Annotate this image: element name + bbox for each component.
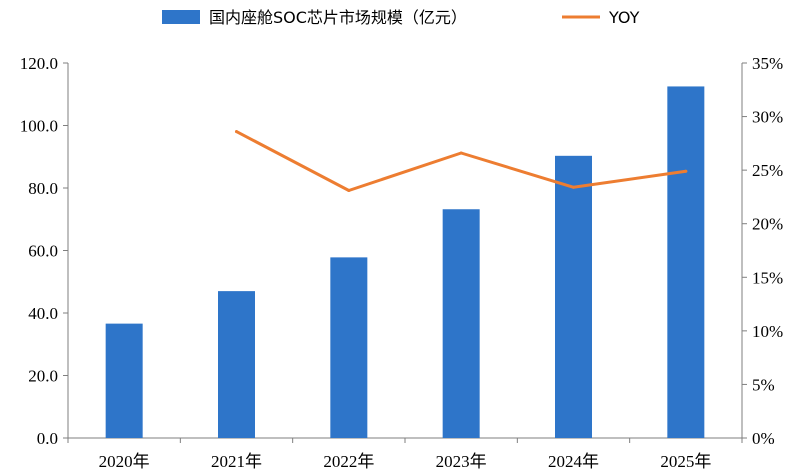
- right-tick-label: 15%: [752, 268, 783, 287]
- legend-bar-label: 国内座舱SOC芯片市场规模（亿元）: [209, 8, 467, 27]
- x-tick-label: 2020年: [99, 452, 150, 471]
- yoy-point: [684, 169, 688, 173]
- bar: [330, 257, 368, 438]
- x-tick-label: 2022年: [323, 452, 374, 471]
- x-tick-label: 2025年: [660, 452, 711, 471]
- left-tick-label: 0.0: [37, 429, 58, 448]
- x-axis: 2020年 2021年 2022年 2023年 2024年 2025年: [67, 437, 743, 471]
- legend-bar-swatch: [162, 10, 200, 24]
- yoy-point: [347, 189, 351, 192]
- yoy-point: [572, 185, 575, 189]
- x-tick-label: 2021年: [211, 452, 262, 471]
- legend: 国内座舱SOC芯片市场规模（亿元） YOY: [162, 8, 640, 27]
- right-tick-label: 0%: [752, 429, 775, 448]
- left-y-axis: 0.0 20.0 40.0 60.0 80.0 100.0 120.0: [20, 54, 69, 448]
- bar: [442, 209, 480, 438]
- x-tick-label: 2023年: [436, 452, 487, 471]
- legend-line-label: YOY: [608, 8, 640, 27]
- yoy-point: [459, 151, 463, 155]
- left-tick-label: 120.0: [20, 54, 58, 73]
- x-tick-label: 2024年: [548, 452, 599, 471]
- left-tick-label: 80.0: [28, 179, 58, 198]
- right-tick-label: 10%: [752, 322, 783, 341]
- left-tick-label: 20.0: [28, 367, 58, 386]
- right-y-axis: 0% 5% 10% 15% 20% 25% 30% 35%: [741, 54, 783, 448]
- bar: [218, 291, 255, 438]
- yoy-line-series: [235, 130, 688, 192]
- right-tick-label: 30%: [752, 108, 783, 127]
- bar: [667, 86, 705, 438]
- yoy-line: [235, 130, 688, 192]
- left-tick-label: 100.0: [20, 117, 58, 136]
- bar: [105, 323, 143, 438]
- yoy-point: [235, 130, 238, 134]
- right-tick-label: 5%: [752, 375, 775, 394]
- left-tick-label: 60.0: [28, 242, 58, 261]
- right-tick-label: 20%: [752, 215, 783, 234]
- bar: [555, 155, 592, 438]
- right-tick-label: 35%: [752, 54, 783, 73]
- bar-series: [105, 86, 705, 438]
- right-tick-label: 25%: [752, 161, 783, 180]
- left-tick-label: 40.0: [28, 304, 58, 323]
